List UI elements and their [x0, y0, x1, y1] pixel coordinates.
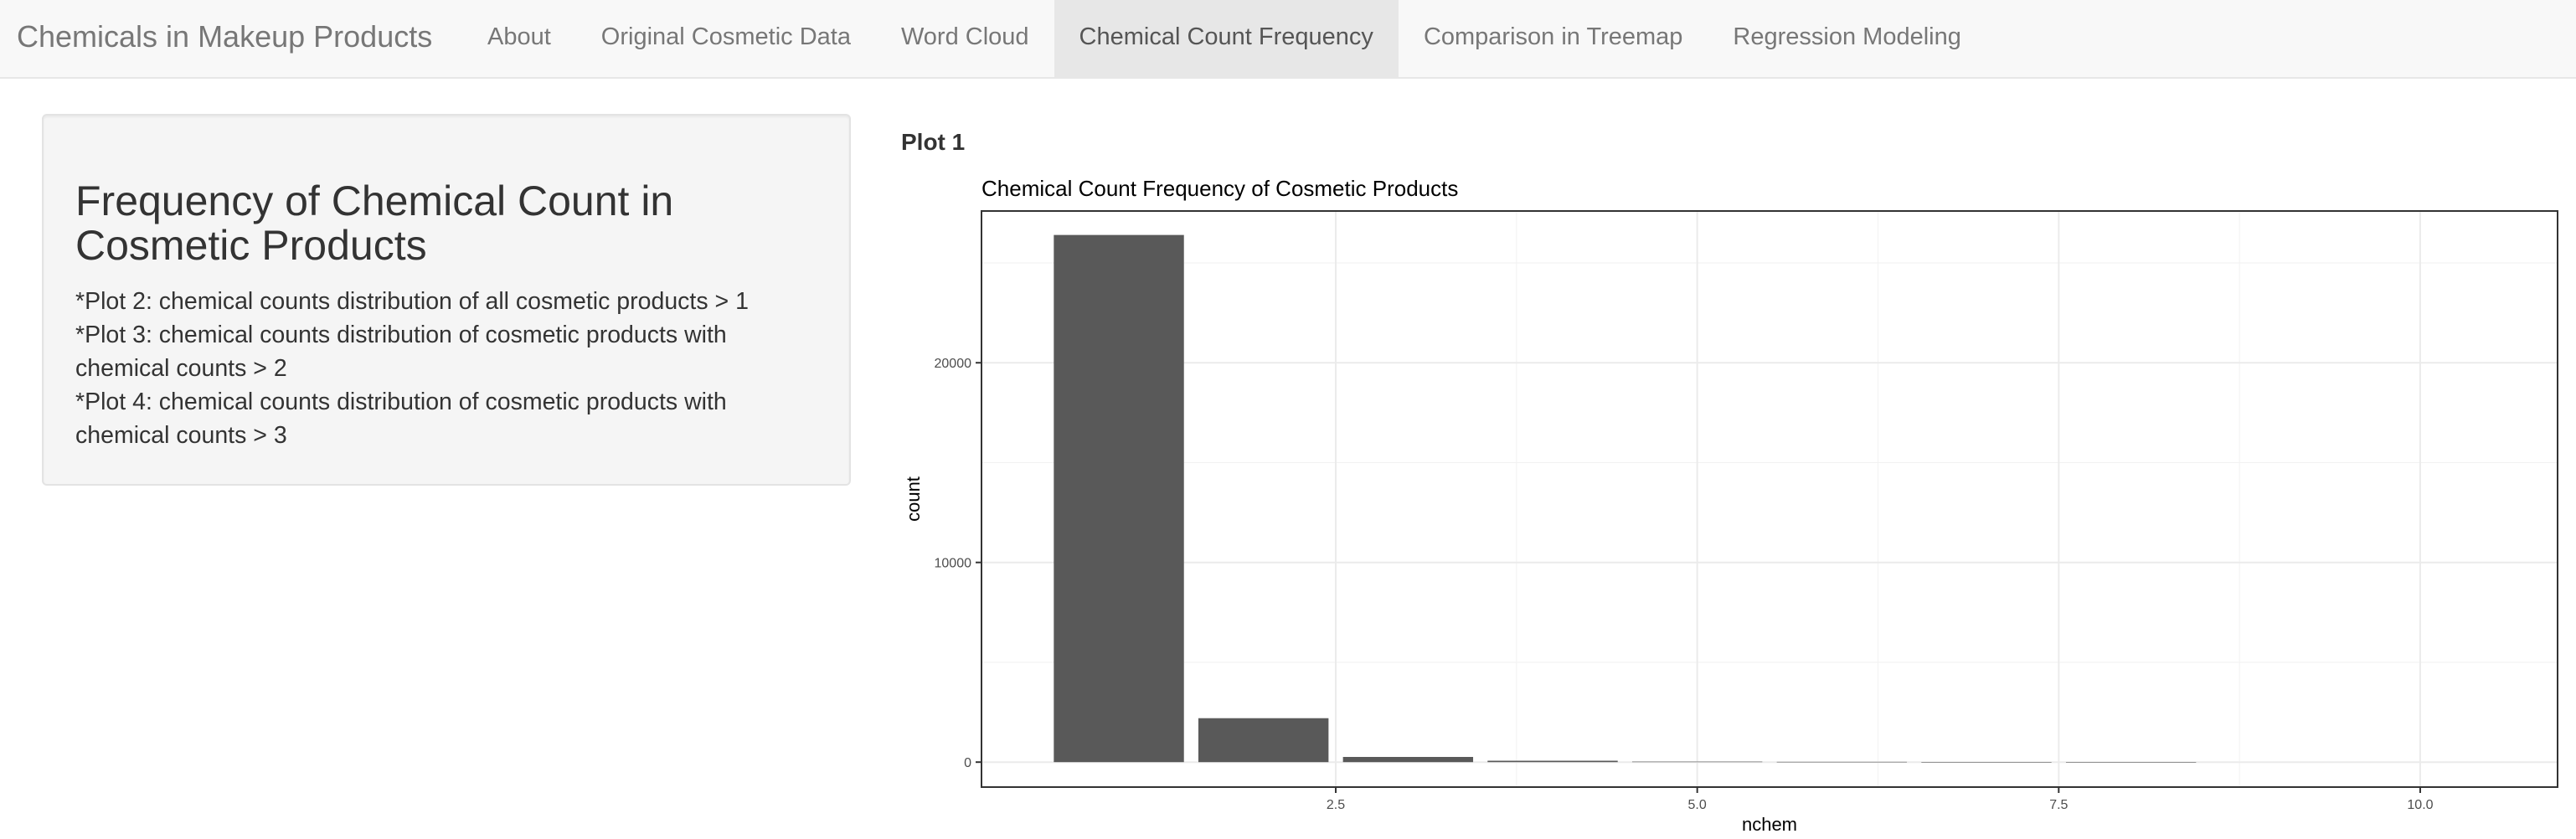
- bar: [1054, 234, 1184, 763]
- chart-title: Chemical Count Frequency of Cosmetic Pro…: [981, 176, 1458, 201]
- bars: [1054, 234, 2197, 763]
- bar: [1198, 718, 1329, 763]
- nav-tabs: About Original Cosmetic Data Word Cloud …: [462, 0, 1986, 79]
- sidebar-note: *Plot 2: chemical counts distribution of…: [75, 288, 749, 315]
- app-title[interactable]: Chemicals in Makeup Products: [17, 19, 433, 54]
- tab-regression-modeling[interactable]: Regression Modeling: [1733, 23, 1961, 50]
- x-tick-label: 10.0: [2407, 798, 2433, 812]
- x-axis-label: nchem: [1742, 814, 1797, 835]
- axes: 2.5 5.0 7.5 10.0 0 10000 20000: [935, 357, 2434, 812]
- x-tick-label: 2.5: [1327, 798, 1345, 812]
- y-tick-label: 10000: [935, 557, 972, 571]
- bar: [2065, 762, 2197, 763]
- sidebar-panel: Frequency of Chemical Count in Cosmetic …: [42, 114, 851, 486]
- plot-panel-border: [981, 210, 2558, 788]
- bar: [1921, 761, 2052, 763]
- bar: [1342, 756, 1474, 763]
- bar: [1487, 760, 1618, 763]
- grid-lines: [981, 211, 2558, 787]
- y-tick-label: 20000: [935, 357, 972, 371]
- bar: [1776, 761, 1908, 763]
- tab-comparison-in-treemap[interactable]: Comparison in Treemap: [1423, 23, 1683, 50]
- x-tick-label: 5.0: [1688, 798, 1707, 812]
- tab-about[interactable]: About: [487, 23, 551, 50]
- sidebar-heading: Frequency of Chemical Count in Cosmetic …: [75, 178, 674, 269]
- tab-word-cloud[interactable]: Word Cloud: [900, 23, 1029, 50]
- bar-chart: Chemical Count Frequency of Cosmetic Pro…: [903, 176, 2558, 835]
- plot-heading: Plot 1: [901, 129, 966, 155]
- y-tick-label: 0: [964, 756, 971, 770]
- sidebar-note: *Plot 3: chemical counts distribution of…: [75, 322, 727, 382]
- navbar: Chemicals in Makeup Products About Origi…: [0, 0, 2576, 79]
- sidebar-note: *Plot 4: chemical counts distribution of…: [75, 389, 727, 449]
- bar: [1631, 761, 1763, 763]
- tab-chemical-count-frequency[interactable]: Chemical Count Frequency: [1054, 0, 1399, 77]
- y-axis-label: count: [903, 476, 924, 522]
- tab-original-cosmetic-data[interactable]: Original Cosmetic Data: [600, 23, 851, 50]
- x-tick-label: 7.5: [2049, 798, 2068, 812]
